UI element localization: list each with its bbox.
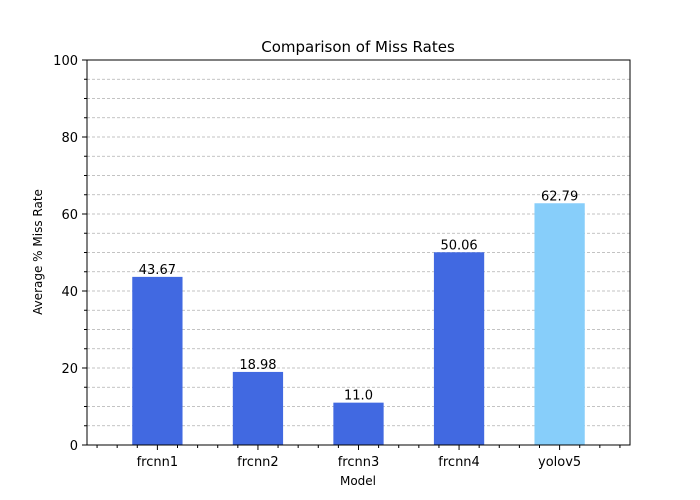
chart-title: Comparison of Miss Rates <box>261 38 455 56</box>
bar-frcnn4 <box>433 252 485 445</box>
x-tick-label-frcnn1: frcnn1 <box>137 455 179 470</box>
bar-frcnn3 <box>333 402 384 445</box>
bar-yolov5 <box>534 203 585 445</box>
y-tick-label: 100 <box>53 54 78 69</box>
x-tick-label-frcnn3: frcnn3 <box>338 455 380 470</box>
y-axis-label: Average % Miss Rate <box>31 189 45 315</box>
x-axis-label: Model <box>340 474 376 488</box>
y-tick-label: 20 <box>61 362 78 377</box>
bars <box>132 203 585 445</box>
y-axis: 0 20 40 60 80 100 <box>53 54 87 454</box>
data-labels: 43.67 18.98 11.0 50.06 62.79 <box>139 189 578 403</box>
x-tick-label-frcnn4: frcnn4 <box>438 455 480 470</box>
data-label-yolov5: 62.79 <box>541 189 578 204</box>
y-tick-label: 80 <box>61 131 78 146</box>
data-label-frcnn2: 18.98 <box>239 358 276 373</box>
y-tick-label: 60 <box>61 208 78 223</box>
x-tick-label-yolov5: yolov5 <box>538 455 581 470</box>
data-label-frcnn1: 43.67 <box>139 263 176 278</box>
data-label-frcnn3: 11.0 <box>344 389 373 404</box>
x-tick-label-frcnn2: frcnn2 <box>237 455 279 470</box>
data-label-frcnn4: 50.06 <box>440 238 477 253</box>
bar-frcnn2 <box>232 371 284 445</box>
y-tick-label: 0 <box>70 439 78 454</box>
bar-frcnn1 <box>132 276 183 445</box>
x-axis: frcnn1 frcnn2 frcnn3 frcnn4 yolov5 <box>96 445 621 470</box>
y-tick-label: 40 <box>61 285 78 300</box>
